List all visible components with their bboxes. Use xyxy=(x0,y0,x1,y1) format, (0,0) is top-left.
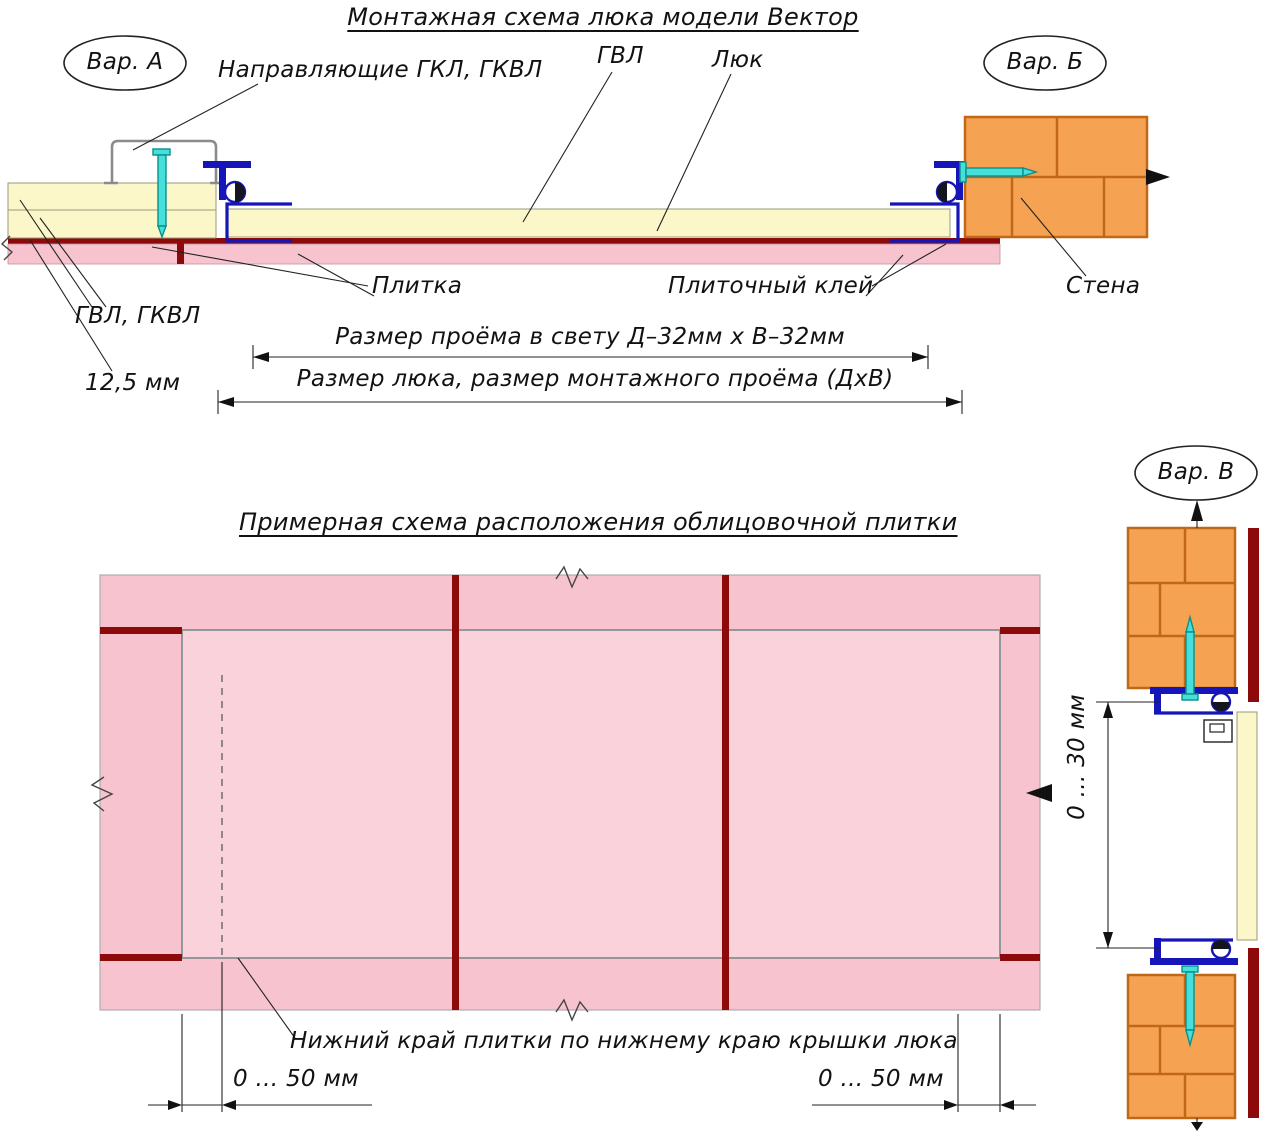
clear-opening-dim-label: Размер проёма в свету Д–32мм х В–32мм xyxy=(335,324,845,350)
top-leaders-dimensions xyxy=(19,71,1087,414)
top-title: Монтажная схема люка модели Вектор xyxy=(347,3,859,31)
grout-joint xyxy=(100,627,182,634)
bottom-title: Примерная схема расположения облицовочно… xyxy=(239,508,958,536)
dowel-anchor-right-icon xyxy=(959,161,1039,183)
grout-joint xyxy=(452,575,459,1010)
break-mark-icon xyxy=(555,998,589,1022)
lock-detail xyxy=(1203,719,1233,743)
thickness-dim-label: 12,5 мм xyxy=(85,370,181,396)
gvl-label: ГВЛ xyxy=(597,43,644,69)
gvl-gkvl-label: ГВЛ, ГКВЛ xyxy=(75,303,201,329)
grout-joint xyxy=(1000,954,1040,961)
brick-wall-top xyxy=(1126,526,1237,690)
break-arrow-icon xyxy=(1026,784,1052,802)
break-mark-icon xyxy=(0,235,14,261)
adhesive-layer xyxy=(8,238,1000,244)
grout-joint xyxy=(100,954,182,961)
bottom-edge-note: Нижний край плитки по нижнему краю крышк… xyxy=(290,1028,958,1054)
right-offset-dim-label: 0 ... 50 мм xyxy=(818,1066,944,1092)
break-mark-icon xyxy=(555,565,589,589)
left-offset-dim-label: 0 ... 50 мм xyxy=(233,1066,359,1092)
variant-a-label: Вар. А xyxy=(86,49,164,75)
break-arrow-icon xyxy=(1191,500,1203,521)
top-cross-section xyxy=(0,115,1170,265)
hatch-frame-right xyxy=(890,161,982,243)
hatch-frame-bottom xyxy=(1150,938,1238,965)
variant-a-callout xyxy=(63,35,187,91)
variant-v-label: Вар. В xyxy=(1157,459,1235,485)
bottom-dimensions xyxy=(148,957,1036,1112)
variant-v-callout xyxy=(1134,445,1258,501)
variant-b-label: Вар. Б xyxy=(1006,49,1084,75)
tile-label: Плитка xyxy=(372,273,463,299)
hatch-cover-outline xyxy=(181,629,1001,959)
door-panel xyxy=(226,208,951,238)
guides-label: Направляющие ГКЛ, ГКВЛ xyxy=(218,57,543,83)
hatch-frame-left xyxy=(203,161,292,243)
vertical-offset-dim-label: 0 ... 30 мм xyxy=(1063,694,1090,820)
dowel-anchor-bottom-icon xyxy=(1181,965,1199,1048)
wall-label: Стена xyxy=(1066,273,1141,299)
break-arrow-icon xyxy=(1191,1122,1203,1131)
hatch-label: Люк xyxy=(712,47,764,73)
break-mark-icon xyxy=(90,776,114,812)
dowel-anchor-top-icon xyxy=(1181,614,1199,701)
tile-layout xyxy=(90,565,1052,1022)
grout-joint xyxy=(177,236,184,264)
brick-wall xyxy=(963,115,1149,239)
tile-strip xyxy=(7,243,1001,265)
wall-tile-edge xyxy=(1248,948,1259,1118)
grout-joint xyxy=(1000,627,1040,634)
vertical-section xyxy=(1096,500,1259,1131)
variant-b-callout xyxy=(983,35,1107,91)
dowel-anchor-left-icon xyxy=(152,148,171,240)
door-panel-vertical xyxy=(1236,711,1258,941)
hatch-size-dim-label: Размер люка, размер монтажного проёма (Д… xyxy=(296,366,894,392)
wall-tile-edge xyxy=(1248,528,1259,702)
break-arrow-icon xyxy=(1146,169,1170,185)
brick-wall-bottom xyxy=(1126,973,1237,1120)
grout-joint xyxy=(722,575,729,1010)
adhesive-label: Плиточный клей xyxy=(668,273,874,299)
